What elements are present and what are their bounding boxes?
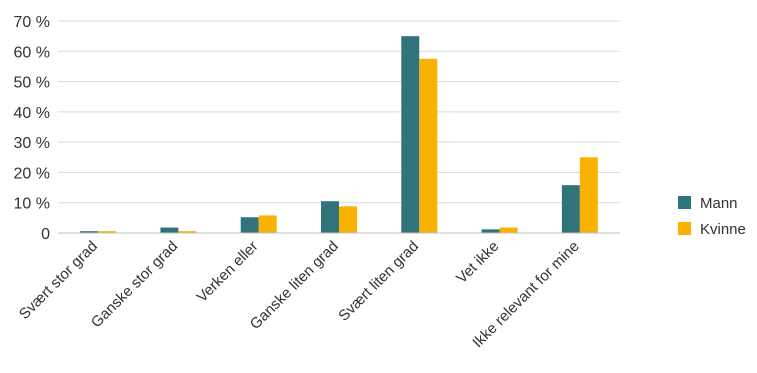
bar-mann-6	[561, 185, 580, 233]
x-tick-label: Svært stor grad	[16, 238, 101, 323]
y-axis-ticks: 0 10 % 20 % 30 % 40 % 50 % 60 % 70 %	[14, 14, 51, 243]
bar-kvinne-3	[339, 206, 357, 233]
bar-mann-3	[321, 201, 339, 233]
y-tick-label: 0	[41, 226, 50, 243]
x-tick-label: Svært liten grad	[335, 238, 422, 325]
y-tick-label: 30 %	[14, 135, 50, 152]
gridlines	[58, 20, 620, 204]
legend-label: Mann	[700, 195, 738, 212]
legend-label: Kvinne	[700, 221, 746, 238]
x-tick-label: Vet ikke	[453, 238, 502, 287]
x-tick-label: Verken eller	[194, 238, 262, 306]
y-tick-label: 40 %	[14, 105, 50, 122]
x-tick-label: Ganske stor grad	[88, 238, 181, 331]
y-tick-label: 50 %	[14, 75, 50, 92]
bars	[80, 36, 598, 234]
bar-mann-0	[80, 231, 99, 233]
bar-kvinne-4	[419, 58, 438, 233]
legend: Mann Kvinne	[678, 195, 746, 238]
bar-mann-5	[481, 229, 500, 233]
bar-kvinne-1	[178, 231, 197, 233]
legend-swatch-kvinne	[678, 222, 691, 235]
y-tick-label: 70 %	[14, 14, 50, 31]
bar-mann-4	[401, 36, 420, 234]
bar-mann-2	[240, 217, 259, 233]
bar-kvinne-5	[499, 227, 518, 233]
legend-swatch-mann	[678, 196, 691, 209]
y-tick-label: 10 %	[14, 196, 50, 213]
bar-kvinne-6	[579, 157, 598, 233]
bar-kvinne-0	[98, 231, 117, 233]
y-tick-label: 20 %	[14, 165, 50, 182]
x-tick-label: Ganske liten grad	[247, 238, 342, 333]
y-tick-label: 60 %	[14, 44, 50, 61]
bar-mann-1	[160, 227, 179, 233]
bar-kvinne-2	[258, 215, 277, 233]
